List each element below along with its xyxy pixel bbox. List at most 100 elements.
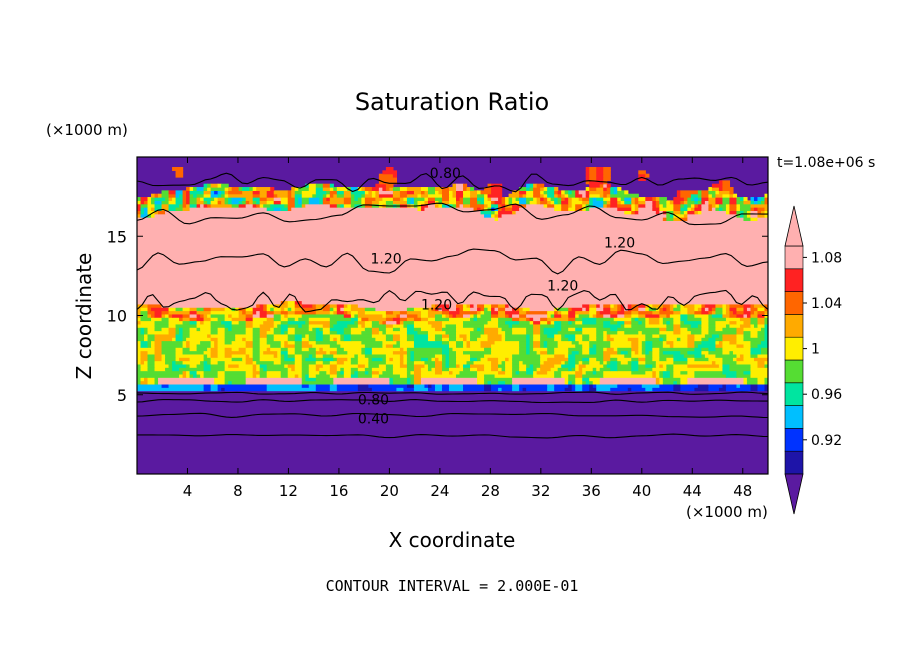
field-cell — [750, 363, 759, 368]
field-cell — [554, 310, 559, 315]
field-cell — [357, 353, 366, 358]
field-cell — [336, 193, 345, 198]
field-cell — [210, 200, 219, 205]
field-cell — [736, 310, 745, 315]
field-cell — [448, 337, 457, 342]
field-cell — [736, 203, 741, 208]
field-cell — [329, 383, 338, 388]
field-cell — [631, 320, 639, 325]
field-cell — [522, 387, 527, 392]
y-axis-label: Z coordinate — [72, 252, 96, 380]
field-cell — [301, 307, 317, 312]
field-cell — [315, 373, 331, 378]
field-cell — [645, 337, 660, 342]
field-cell — [753, 200, 759, 205]
field-cell — [354, 370, 359, 375]
field-cell — [427, 367, 433, 372]
field-cell — [154, 323, 170, 328]
field-cell — [652, 310, 660, 315]
field-cell — [161, 207, 170, 211]
field-cell — [512, 357, 541, 362]
field-cell — [147, 367, 156, 372]
field-cell — [491, 203, 499, 208]
field-cell — [736, 207, 741, 211]
field-cell — [631, 207, 636, 211]
field-cell — [561, 190, 566, 195]
field-cell — [252, 313, 261, 318]
field-cell — [322, 307, 331, 312]
field-cell — [245, 317, 254, 322]
field-cell — [350, 330, 362, 335]
field-cell — [592, 383, 597, 388]
field-cell — [732, 193, 738, 198]
field-cell — [659, 307, 664, 312]
field-cell — [526, 370, 534, 375]
field-cell — [406, 353, 412, 358]
x-tick-label: 28 — [481, 482, 500, 500]
field-cell — [270, 203, 285, 208]
field-cell — [137, 297, 768, 302]
field-cell — [512, 360, 520, 365]
field-cell — [361, 187, 366, 191]
field-cell — [406, 200, 412, 205]
field-cell — [662, 377, 681, 382]
field-cell — [231, 203, 240, 208]
field-cell — [196, 373, 201, 378]
field-cell — [743, 200, 752, 205]
field-cell — [263, 320, 275, 325]
field-cell — [470, 187, 475, 191]
field-cell — [739, 317, 752, 322]
field-cell — [638, 340, 643, 345]
field-cell — [301, 367, 310, 372]
field-cell — [529, 340, 534, 345]
field-cell — [543, 327, 562, 332]
field-cell — [547, 310, 555, 315]
field-cell — [186, 203, 191, 208]
field-cell — [470, 333, 482, 338]
field-cell — [578, 190, 587, 195]
field-cell — [147, 343, 152, 348]
field-cell — [561, 327, 569, 332]
field-cell — [498, 327, 503, 332]
field-cell — [270, 327, 275, 332]
field-cell — [371, 370, 380, 375]
field-cell — [210, 197, 215, 201]
field-cell — [224, 353, 233, 358]
field-cell — [547, 317, 569, 322]
field-cell — [137, 303, 149, 308]
contour-line — [137, 399, 768, 404]
field-cell — [718, 333, 724, 338]
field-cell — [638, 320, 643, 325]
field-cell — [308, 187, 317, 191]
field-cell — [291, 193, 296, 198]
field-cell — [540, 190, 545, 195]
field-cell — [466, 337, 471, 342]
field-cell — [456, 187, 464, 191]
field-cell — [319, 347, 324, 352]
field-cell — [189, 203, 198, 208]
field-cell — [256, 187, 271, 191]
field-cell — [715, 340, 720, 345]
field-cell — [137, 320, 142, 325]
field-cell — [764, 377, 768, 382]
field-cell — [662, 303, 671, 308]
field-cell — [571, 200, 583, 205]
field-cell — [746, 307, 752, 312]
field-cell — [729, 203, 738, 208]
field-cell — [669, 343, 674, 348]
field-cell — [554, 313, 562, 318]
field-cell — [519, 307, 524, 312]
field-cell — [683, 197, 688, 201]
field-cell — [575, 360, 580, 365]
field-cell — [217, 200, 222, 205]
field-cell — [610, 320, 618, 325]
field-cell — [494, 210, 499, 215]
field-cell — [364, 307, 376, 312]
field-cell — [578, 350, 583, 355]
field-cell — [725, 310, 731, 315]
field-cell — [645, 370, 653, 375]
field-cell — [392, 333, 401, 338]
field-cell — [694, 387, 710, 392]
field-cell — [406, 187, 422, 191]
field-cell — [186, 343, 191, 348]
